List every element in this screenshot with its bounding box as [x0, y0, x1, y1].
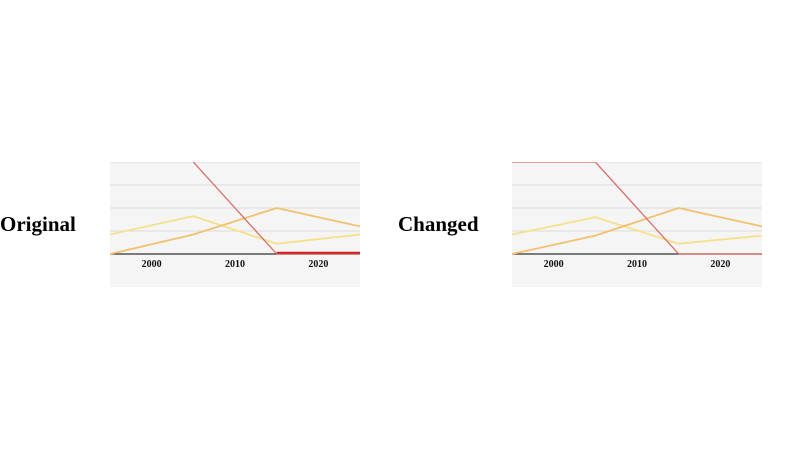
series-line-1 [110, 215, 360, 245]
x-tick-label: 2010 [225, 259, 245, 270]
x-tick-label: 2020 [710, 259, 730, 270]
original-chart: 2000 2010 2020 [110, 162, 360, 287]
original-chart-svg: 2000 2010 2020 [110, 162, 360, 287]
series-line-2 [512, 207, 762, 255]
x-tick-label: 2020 [308, 259, 328, 270]
changed-label: Changed [398, 212, 479, 236]
series-line-3 [512, 162, 762, 255]
original-label: Original [0, 212, 76, 236]
x-tick-label: 2000 [544, 259, 564, 270]
x-tick-label: 2010 [627, 259, 647, 270]
series-line-1 [512, 216, 762, 245]
chart-background [512, 162, 762, 287]
series-line-3 [192, 162, 360, 255]
changed-chart: 2000 2010 2020 [512, 162, 762, 287]
changed-chart-svg: 2000 2010 2020 [512, 162, 762, 287]
x-tick-label: 2000 [142, 259, 162, 270]
series-line-2 [110, 207, 360, 255]
